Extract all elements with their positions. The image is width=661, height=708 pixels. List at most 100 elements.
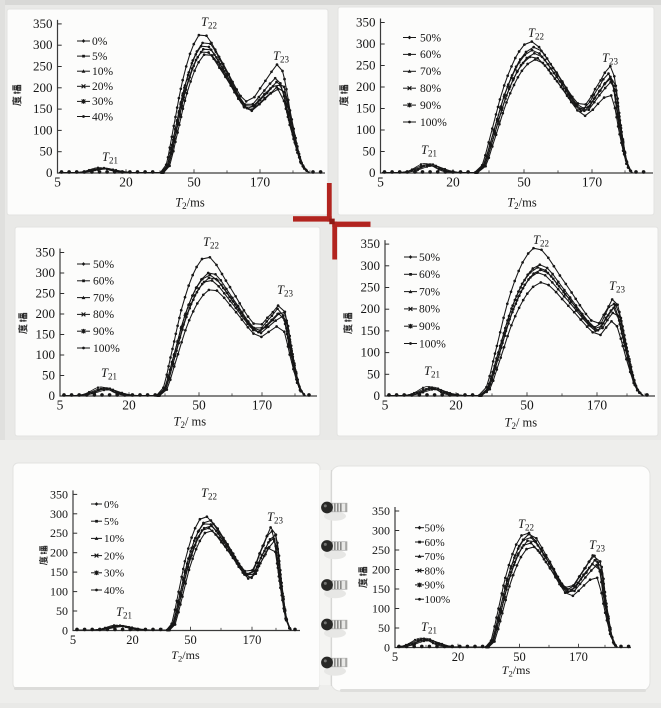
svg-text:10%: 10%	[92, 66, 114, 78]
svg-text:40%: 40%	[92, 111, 114, 123]
svg-text:100%: 100%	[425, 594, 451, 606]
svg-text:50: 50	[517, 175, 531, 190]
svg-text:100%: 100%	[93, 343, 120, 355]
svg-text:150: 150	[372, 582, 390, 596]
svg-text:60%: 60%	[93, 276, 115, 288]
svg-text:250: 250	[33, 59, 53, 74]
svg-text:100: 100	[50, 585, 68, 599]
svg-text:0: 0	[384, 641, 390, 655]
svg-text:T2/ ms: T2/ ms	[174, 415, 207, 431]
svg-text:50%: 50%	[420, 32, 442, 44]
svg-text:350: 350	[50, 487, 68, 501]
svg-text:350: 350	[356, 15, 376, 30]
svg-text:60%: 60%	[419, 269, 441, 281]
svg-text:T2/ms: T2/ms	[502, 663, 531, 679]
svg-text:5: 5	[54, 175, 61, 190]
svg-text:90%: 90%	[419, 321, 441, 333]
svg-text:90%: 90%	[425, 580, 445, 592]
svg-text:50: 50	[42, 368, 55, 383]
svg-text:200: 200	[372, 563, 390, 577]
svg-text:80%: 80%	[420, 83, 442, 95]
svg-text:200: 200	[50, 546, 68, 560]
svg-text:350: 350	[36, 245, 56, 260]
svg-text:20%: 20%	[104, 550, 124, 562]
svg-text:150: 150	[36, 327, 56, 342]
svg-text:100: 100	[372, 602, 390, 616]
svg-text:20: 20	[122, 398, 136, 413]
svg-text:350: 350	[361, 236, 381, 251]
svg-text:T2/ms: T2/ms	[175, 196, 205, 212]
svg-text:100: 100	[361, 345, 381, 360]
svg-text:170: 170	[252, 398, 273, 413]
svg-text:50: 50	[192, 398, 206, 413]
svg-text:20: 20	[446, 175, 460, 190]
svg-text:0: 0	[46, 165, 53, 180]
svg-text:10%: 10%	[104, 533, 124, 545]
svg-text:T2/ ms: T2/ ms	[505, 416, 538, 432]
svg-text:350: 350	[372, 504, 390, 518]
svg-text:100: 100	[33, 122, 53, 137]
svg-text:60%: 60%	[425, 537, 445, 549]
svg-text:100: 100	[356, 122, 376, 137]
svg-text:5: 5	[382, 398, 389, 413]
svg-text:50%: 50%	[93, 259, 115, 271]
svg-text:300: 300	[50, 507, 68, 521]
svg-text:5: 5	[57, 398, 64, 413]
svg-text:300: 300	[36, 265, 56, 280]
svg-text:300: 300	[356, 36, 376, 51]
svg-text:50%: 50%	[419, 252, 441, 264]
svg-text:50%: 50%	[425, 523, 445, 535]
svg-text:250: 250	[50, 526, 68, 540]
svg-text:50: 50	[40, 144, 53, 159]
svg-text:50: 50	[363, 144, 376, 159]
svg-text:20: 20	[119, 175, 133, 190]
svg-text:70%: 70%	[420, 66, 442, 78]
svg-text:200: 200	[33, 80, 53, 95]
svg-text:60%: 60%	[420, 49, 442, 61]
svg-text:20: 20	[452, 650, 465, 664]
svg-text:170: 170	[569, 650, 588, 664]
svg-text:20: 20	[126, 633, 139, 647]
svg-text:0: 0	[62, 624, 68, 638]
svg-text:170: 170	[250, 175, 271, 190]
svg-text:150: 150	[356, 101, 376, 116]
svg-text:50: 50	[378, 621, 390, 635]
svg-text:50: 50	[184, 633, 197, 647]
svg-text:80%: 80%	[93, 309, 115, 321]
svg-text:250: 250	[372, 543, 390, 557]
svg-text:50: 50	[187, 175, 201, 190]
svg-text:150: 150	[361, 323, 381, 338]
svg-text:0: 0	[49, 388, 56, 403]
svg-text:170: 170	[243, 633, 262, 647]
svg-text:70%: 70%	[419, 286, 441, 298]
svg-text:5: 5	[392, 650, 398, 664]
svg-text:20%: 20%	[92, 81, 114, 93]
svg-text:T2/ms: T2/ms	[507, 196, 537, 212]
svg-text:150: 150	[50, 565, 68, 579]
svg-text:50: 50	[56, 604, 68, 618]
svg-text:170: 170	[587, 398, 608, 413]
svg-text:5%: 5%	[92, 51, 108, 63]
svg-text:40%: 40%	[104, 585, 124, 597]
svg-text:0%: 0%	[104, 499, 119, 511]
svg-text:300: 300	[372, 524, 390, 538]
svg-text:170: 170	[582, 175, 603, 190]
svg-text:90%: 90%	[420, 100, 442, 112]
svg-text:200: 200	[356, 79, 376, 94]
svg-text:50: 50	[513, 650, 526, 664]
svg-text:30%: 30%	[104, 568, 124, 580]
svg-text:70%: 70%	[93, 292, 115, 304]
svg-text:100: 100	[36, 347, 56, 362]
svg-text:50: 50	[520, 398, 534, 413]
svg-text:250: 250	[36, 286, 56, 301]
svg-text:70%: 70%	[425, 551, 445, 563]
svg-text:5: 5	[377, 175, 384, 190]
svg-text:5: 5	[70, 633, 76, 647]
svg-text:T2/ms: T2/ms	[171, 648, 200, 664]
svg-text:350: 350	[33, 16, 53, 31]
svg-text:0%: 0%	[92, 36, 108, 48]
svg-text:5%: 5%	[104, 516, 119, 528]
svg-text:250: 250	[356, 58, 376, 73]
svg-text:20: 20	[449, 398, 463, 413]
svg-text:50: 50	[367, 366, 380, 381]
